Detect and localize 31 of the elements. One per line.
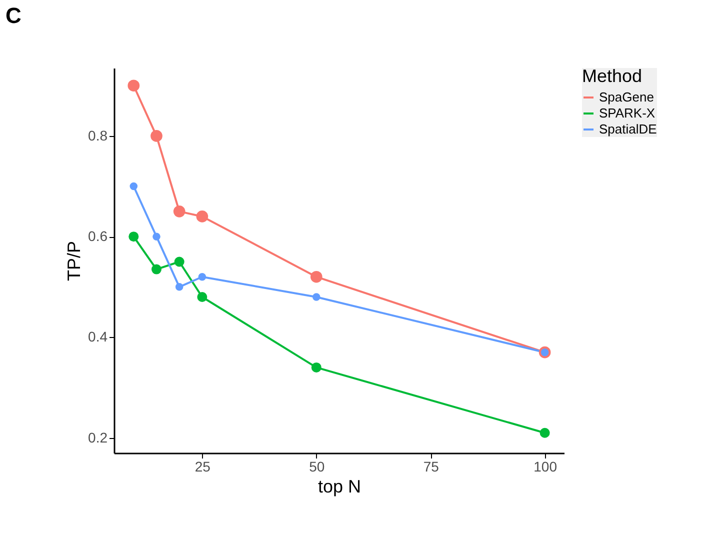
point: [173, 206, 186, 218]
point: [150, 130, 162, 142]
point: [175, 283, 184, 291]
point: [310, 270, 322, 283]
point: [312, 293, 320, 301]
legend-label: SpatialDE: [599, 122, 658, 136]
y-tick-label: 0.2: [88, 429, 108, 446]
x-tick-label: 50: [309, 458, 325, 474]
point: [198, 272, 206, 281]
x-axis-title: top N: [318, 476, 362, 496]
y-tick-label: 0.6: [88, 228, 108, 244]
y-tick-label: 0.8: [88, 127, 108, 144]
point: [174, 256, 184, 267]
y-axis-title: TP/P: [64, 240, 84, 282]
x-tick-label: 100: [534, 458, 558, 474]
legend-label: SPARK-X: [599, 106, 656, 120]
x-tick-label: 25: [194, 458, 211, 474]
point: [196, 210, 208, 222]
y-tick-label: 0.4: [88, 328, 108, 345]
point: [311, 362, 322, 372]
x-tick-label: 75: [423, 458, 440, 474]
legend-title: Method: [582, 66, 642, 86]
point: [197, 292, 208, 302]
point: [128, 80, 140, 92]
point: [130, 182, 138, 190]
point: [128, 232, 139, 242]
point: [152, 232, 160, 240]
legend-label: SpaGene: [599, 90, 654, 104]
chart-title: C: [6, 3, 22, 28]
point: [540, 428, 550, 438]
point: [151, 264, 162, 274]
